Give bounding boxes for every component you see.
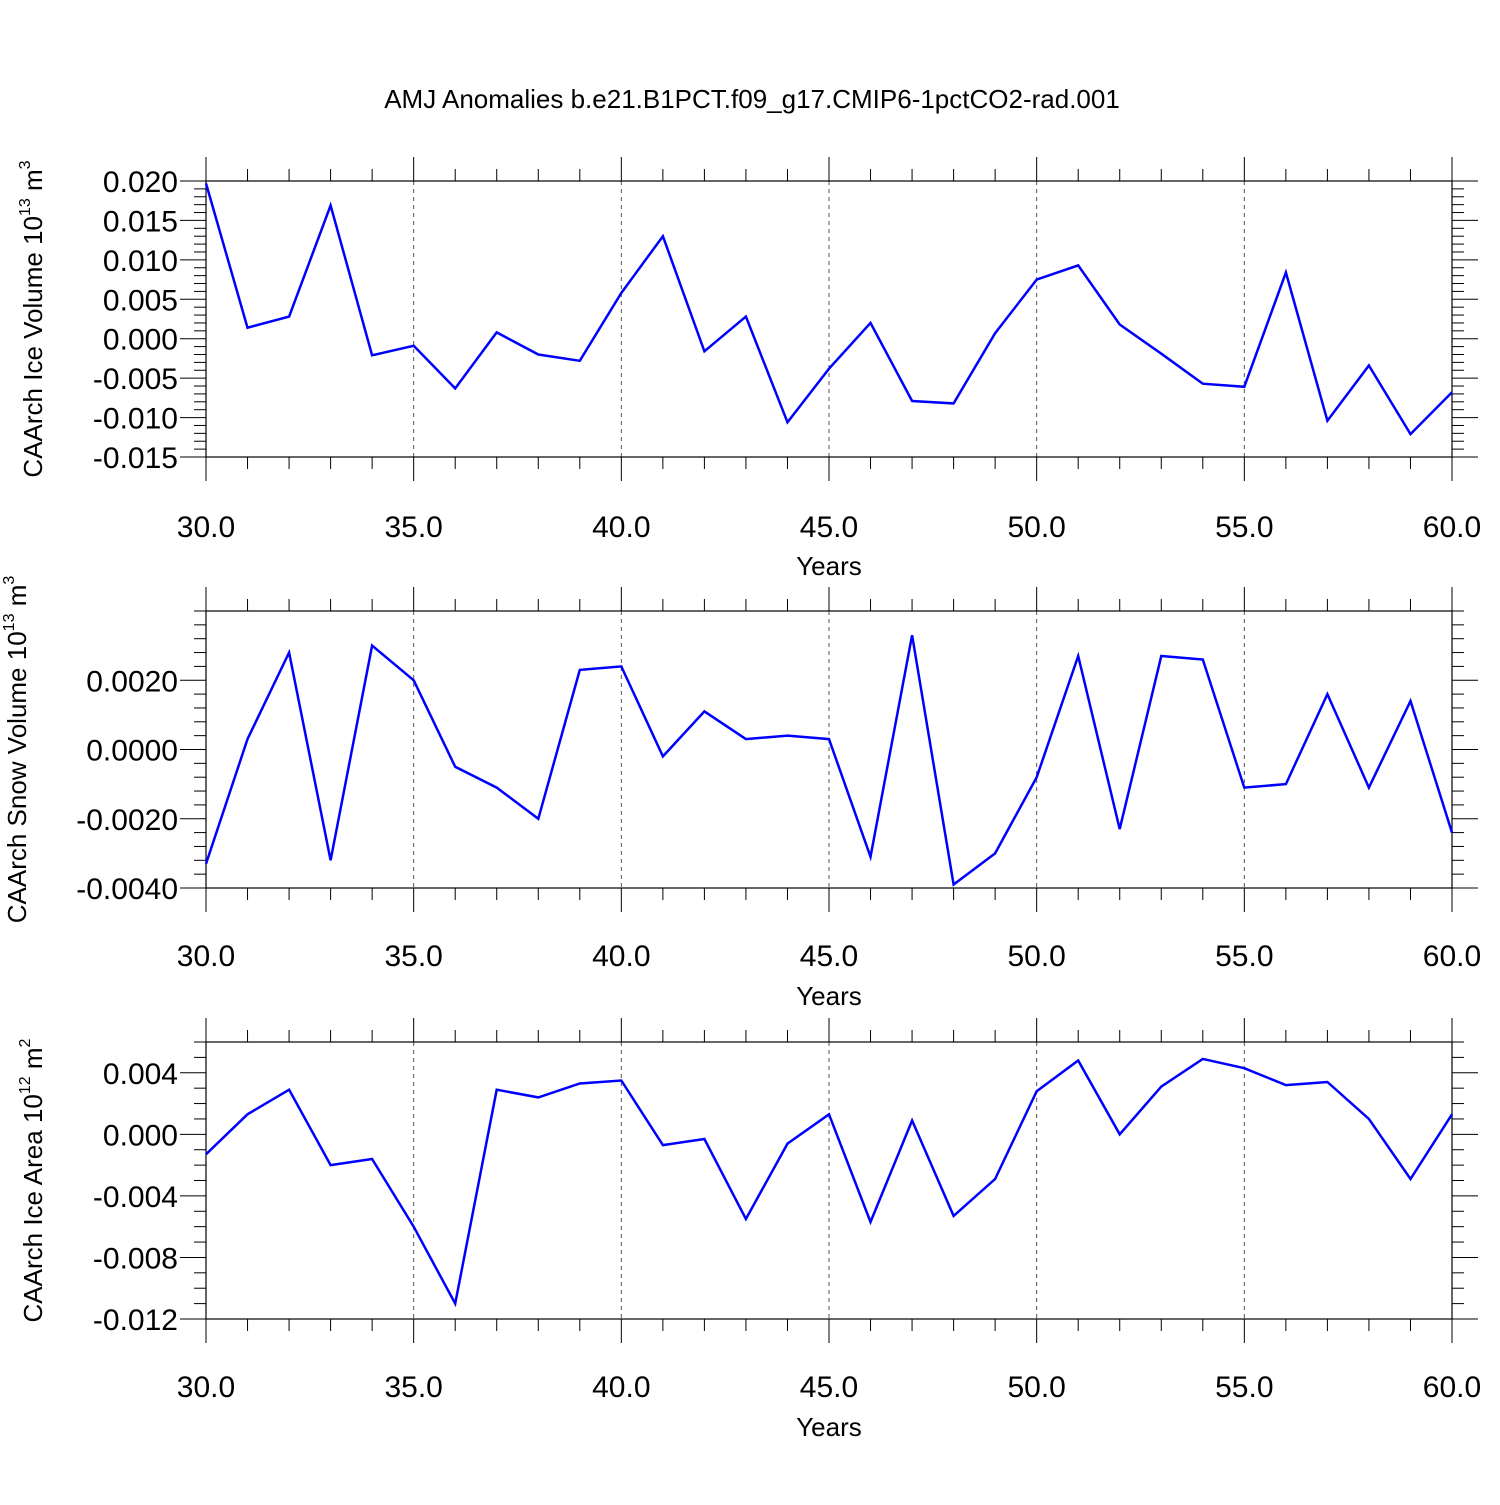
panel-1: 30.0 35.0 40.0 45.0 50.0 55.0 60.0 0.020 0.015 0.… (17, 157, 1481, 581)
series-line (204, 183, 1453, 437)
y-axis-title: CAArch Snow Volume 1013 m3 (1, 576, 32, 924)
x-tick-label: 40.0 (592, 940, 650, 973)
y-axis-title-unit-exp: 2 (17, 1038, 34, 1047)
y-axis-title: CAArch Ice Volume 1013 m3 (17, 160, 48, 477)
y-axis-title-base: CAArch Ice Area 10 (18, 1094, 48, 1322)
y-axis-title-unit: m (18, 1047, 48, 1076)
panel-3: 30.0 35.0 40.0 45.0 50.0 55.0 60.0 0.004 0.000 -0… (17, 1018, 1481, 1442)
x-tick-label: 40.0 (592, 511, 650, 544)
x-tick-label: 30.0 (177, 1371, 235, 1404)
y-tick-label: 0.020 (103, 166, 178, 199)
x-axis-title: Years (796, 551, 862, 581)
y-axis-title-exp: 13 (17, 198, 34, 216)
x-tick-label: 55.0 (1215, 511, 1273, 544)
x-tick-label: 45.0 (800, 511, 858, 544)
y-tick-label: -0.0040 (76, 873, 178, 906)
y-tick-label: 0.0000 (86, 735, 178, 768)
y-axis-title: CAArch Ice Area 1012 m2 (17, 1038, 48, 1322)
x-tick-label: 30.0 (177, 940, 235, 973)
x-tick-label: 45.0 (800, 940, 858, 973)
x-tick-label: 50.0 (1007, 1371, 1065, 1404)
y-axis-title-unit: m (2, 585, 32, 614)
x-tick-label: 50.0 (1007, 940, 1065, 973)
chart-title: AMJ Anomalies b.e21.B1PCT.f09_g17.CMIP6-… (384, 84, 1120, 114)
y-axis-title-unit-exp: 3 (17, 160, 34, 169)
y-tick-label: -0.004 (93, 1181, 178, 1214)
x-axis-title: Years (796, 1412, 862, 1442)
x-tick-label: 35.0 (384, 511, 442, 544)
y-tick-label: -0.005 (93, 363, 178, 396)
y-axis-title-base: CAArch Snow Volume 10 (2, 631, 32, 923)
y-axis-title-base: CAArch Ice Volume 10 (18, 216, 48, 478)
x-tick-label: 55.0 (1215, 940, 1273, 973)
y-axis-title-exp: 12 (17, 1076, 34, 1094)
y-tick-label: -0.012 (93, 1304, 178, 1337)
y-tick-label: -0.015 (93, 442, 178, 475)
x-tick-label: 40.0 (592, 1371, 650, 1404)
y-tick-label: -0.0020 (76, 804, 178, 837)
y-tick-label: 0.000 (103, 324, 178, 357)
y-axis-title-exp: 13 (1, 613, 18, 631)
y-axis-title-unit-exp: 3 (1, 576, 18, 585)
y-tick-label: 0.005 (103, 284, 178, 317)
y-tick-label: 0.000 (103, 1119, 178, 1152)
y-tick-label: 0.004 (103, 1058, 178, 1091)
y-tick-label: -0.008 (93, 1242, 178, 1275)
series-line (204, 634, 1454, 887)
y-tick-label: 0.015 (103, 205, 178, 238)
panel-2: 30.0 35.0 40.0 45.0 50.0 55.0 60.0 0.0020 0.0000… (1, 576, 1481, 1011)
x-tick-label: 30.0 (177, 511, 235, 544)
y-tick-label: -0.010 (93, 403, 178, 436)
x-axis-title: Years (796, 981, 862, 1011)
y-tick-label: 0.010 (103, 245, 178, 278)
y-axis-title-unit: m (18, 169, 48, 198)
x-tick-label: 35.0 (384, 1371, 442, 1404)
x-tick-label: 45.0 (800, 1371, 858, 1404)
x-tick-label: 50.0 (1007, 511, 1065, 544)
x-tick-label: 35.0 (384, 940, 442, 973)
series-line (205, 1057, 1454, 1308)
y-tick-label: 0.0020 (86, 665, 178, 698)
x-tick-label: 55.0 (1215, 1371, 1273, 1404)
x-tick-label: 60.0 (1423, 940, 1481, 973)
chart-panels: 30.0 35.0 40.0 45.0 50.0 55.0 60.0 0.020 0.015 0.… (1, 157, 1481, 1442)
x-tick-label: 60.0 (1423, 511, 1481, 544)
x-tick-label: 60.0 (1423, 1371, 1481, 1404)
